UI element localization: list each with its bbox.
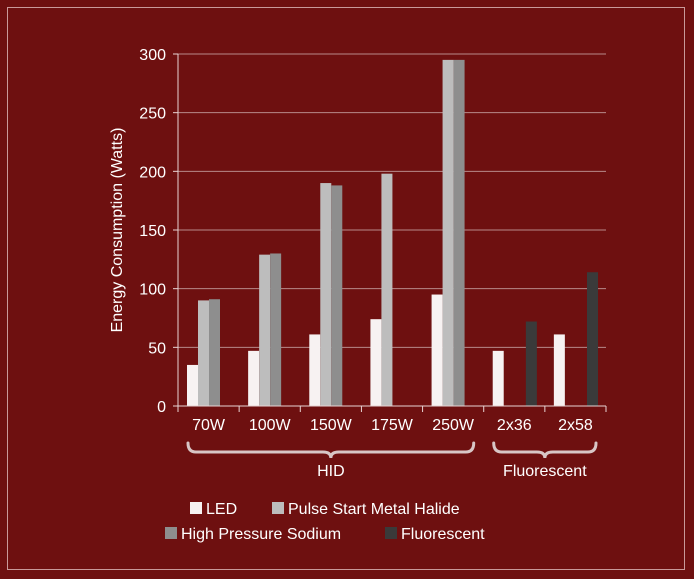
- bar-pulse-start-metal-halide-175w: [381, 173, 393, 406]
- legend-item-pulse-start-metal-halide: Pulse Start Metal Halide: [272, 501, 460, 518]
- bar-led-150w: [309, 334, 321, 406]
- x-tick-label: 100W: [249, 417, 292, 434]
- bar-led-100w: [248, 350, 260, 406]
- x-tick-label: 2x36: [497, 417, 532, 434]
- legend-item-high-pressure-sodium: High Pressure Sodium: [165, 526, 341, 543]
- x-tick-labels: 70W 100W 150W 175W 250W 2x36 2x58: [192, 417, 593, 434]
- legend-swatch: [165, 527, 177, 539]
- x-tick-label: 250W: [432, 417, 475, 434]
- x-tick-label: 175W: [371, 417, 414, 434]
- bar-led-175w: [370, 319, 382, 406]
- bar-fluorescent-2x36: [525, 321, 537, 406]
- group-label: HID: [317, 463, 345, 480]
- legend-label: Fluorescent: [401, 526, 485, 543]
- legend-item-fluorescent: Fluorescent: [385, 526, 485, 543]
- y-tick-label: 100: [139, 282, 166, 299]
- bar-fluorescent-2x58: [587, 272, 598, 406]
- y-tick-labels: 0 50 100 150 200 250 300: [139, 47, 166, 416]
- x-tick-label: 2x58: [558, 417, 593, 434]
- bar-pulse-start-metal-halide-100w: [259, 254, 271, 406]
- bar-high-pressure-sodium-70w: [209, 299, 220, 406]
- bar-pulse-start-metal-halide-250w: [442, 59, 454, 406]
- legend-swatch: [272, 502, 284, 514]
- legend-label: High Pressure Sodium: [181, 526, 341, 543]
- chart-frame: [7, 7, 685, 570]
- bar-led-70w: [187, 364, 198, 406]
- category-groups: HID Fluorescent: [186, 441, 598, 480]
- y-tick-label: 0: [157, 399, 166, 416]
- x-tick-label: 150W: [310, 417, 353, 434]
- y-tick-label: 150: [139, 223, 166, 240]
- group-brace: [492, 441, 598, 459]
- bar-high-pressure-sodium-100w: [270, 253, 282, 406]
- legend-swatch: [190, 502, 202, 514]
- y-tick-label: 300: [139, 47, 166, 64]
- legend-item-led: LED: [190, 501, 237, 518]
- y-tick-label: 250: [139, 106, 166, 123]
- bar-led-250w: [431, 294, 443, 406]
- y-axis-label: Energy Consumption (Watts): [109, 128, 126, 333]
- legend-label: LED: [206, 501, 237, 518]
- legend-swatch: [385, 527, 397, 539]
- bar-pulse-start-metal-halide-150w: [320, 183, 332, 406]
- bar-led-2x36: [492, 350, 504, 406]
- bar-pulse-start-metal-halide-70w: [198, 300, 209, 406]
- group-label: Fluorescent: [503, 463, 587, 480]
- legend: LED Pulse Start Metal Halide High Pressure…: [165, 501, 485, 543]
- bar-high-pressure-sodium-250w: [453, 59, 465, 406]
- bar-led-2x58: [553, 334, 565, 406]
- y-tick-label: 50: [148, 340, 166, 357]
- bars: [187, 59, 598, 406]
- y-tick-label: 200: [139, 164, 166, 181]
- axes: [173, 53, 607, 412]
- bar-high-pressure-sodium-150w: [331, 185, 343, 406]
- x-tick-label: 70W: [192, 417, 226, 434]
- group-brace: [186, 441, 476, 459]
- legend-label: Pulse Start Metal Halide: [288, 501, 460, 518]
